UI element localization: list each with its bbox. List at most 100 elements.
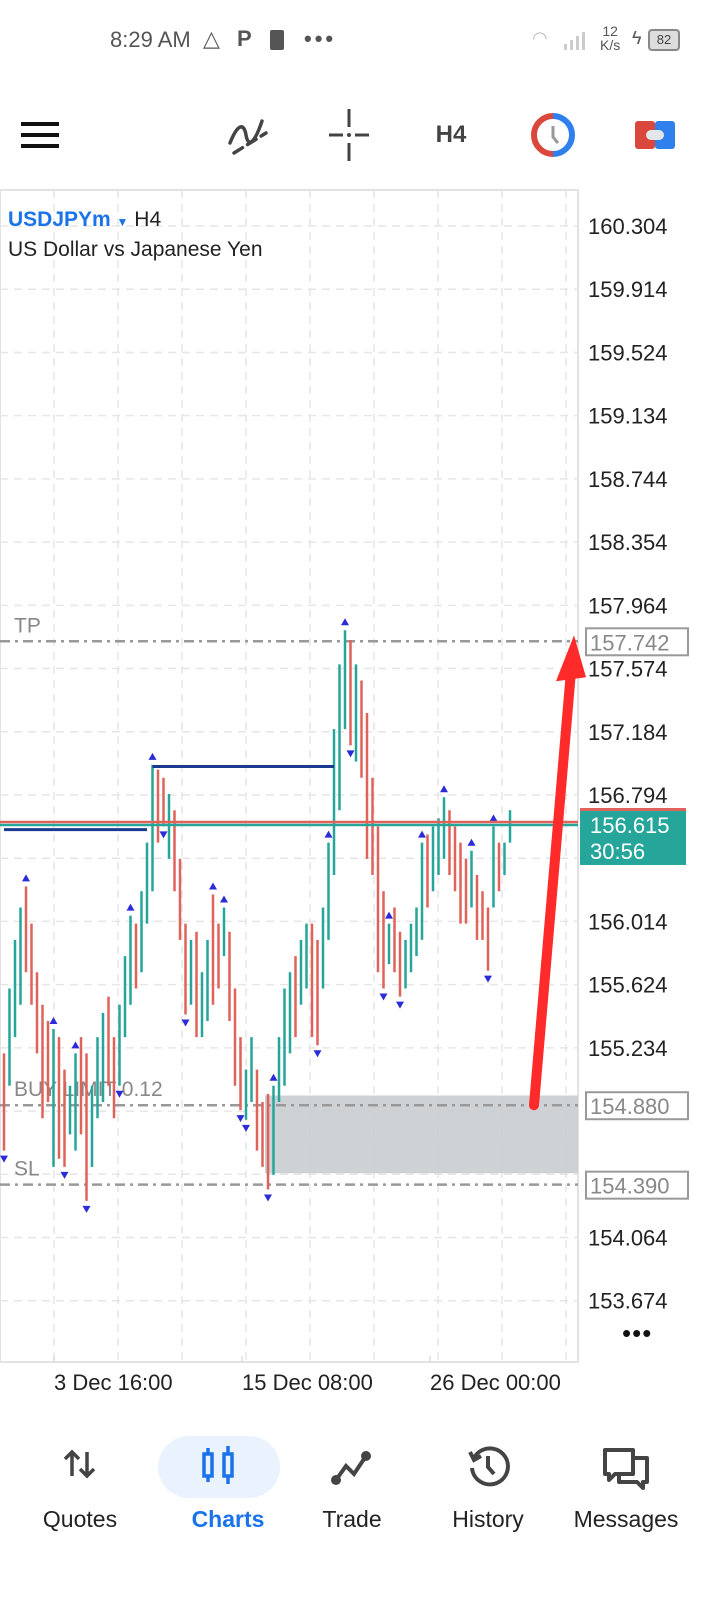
symbol-dropdown-icon[interactable]: ▼	[116, 215, 129, 229]
time-tick-label: 3 Dec 16:00	[54, 1370, 173, 1395]
symbol-name[interactable]: USDJPYm	[8, 208, 111, 231]
nav-messages[interactable]: Messages	[556, 1430, 696, 1550]
net-speed-value: 12	[602, 23, 618, 39]
level-price-order: 154.880	[590, 1094, 670, 1119]
charging-icon: ϟ	[632, 28, 642, 48]
nav-charts-label: Charts	[191, 1506, 265, 1532]
fractal-up-marker	[71, 1041, 80, 1049]
order-zone	[265, 1095, 578, 1174]
nav-history[interactable]: History	[418, 1430, 558, 1550]
ask-price-marker	[580, 807, 686, 812]
price-tick-label: 159.134	[588, 404, 668, 429]
price-tick-label: 157.964	[588, 593, 668, 618]
timeframe-button[interactable]: H4	[435, 121, 467, 148]
level-price-box-tp	[585, 627, 689, 657]
fractal-up-marker	[324, 830, 333, 838]
trade-toggle-icon	[635, 121, 675, 149]
fractal-down-marker	[313, 1050, 322, 1058]
price-tick-label: 158.354	[588, 530, 668, 555]
fractal-up-marker	[418, 830, 426, 838]
nav-messages-label: Messages	[573, 1506, 679, 1532]
price-tick-label: 160.304	[588, 214, 668, 239]
one-click-trading-button[interactable]	[634, 100, 676, 170]
parking-icon: P	[237, 26, 252, 51]
price-chart[interactable]: 160.304 159.914 159.524 159.134 158.744 158.3…	[0, 0, 720, 1420]
bar-countdown-label: 30:56	[590, 839, 645, 864]
annotation-arrow-head	[556, 635, 586, 682]
fractal-up-marker	[220, 895, 228, 903]
fractal-down-marker	[236, 1115, 245, 1123]
fractal-down-marker	[396, 1001, 404, 1009]
clock-icon	[531, 113, 575, 157]
price-tick-label: 155.234	[588, 1036, 668, 1061]
fractal-down-marker	[159, 831, 168, 839]
net-speed: 12 K/s	[600, 24, 620, 52]
fractal-up-marker	[49, 1017, 58, 1025]
wifi-icon: ◠	[532, 28, 548, 48]
crosshair-icon	[329, 109, 369, 161]
battery-alert-icon	[270, 30, 284, 50]
level-label-tp: TP	[14, 614, 41, 637]
clock-button[interactable]	[530, 100, 576, 170]
status-time: 8:29 AM	[110, 27, 191, 52]
more-notifications-icon: •••	[304, 26, 337, 51]
indicators-icon	[228, 119, 268, 155]
time-tick-label: 26 Dec 00:00	[430, 1370, 561, 1395]
price-tick-label: 157.184	[588, 720, 668, 745]
fractal-up-marker	[341, 618, 349, 626]
fractal-up-marker	[467, 838, 476, 846]
history-icon	[468, 1446, 510, 1487]
signal-icon	[564, 32, 585, 50]
nav-quotes-label: Quotes	[42, 1506, 118, 1532]
net-speed-unit: K/s	[600, 37, 621, 53]
fractal-up-marker	[126, 903, 135, 911]
menu-icon	[21, 122, 59, 148]
symbol-description: US Dollar vs Japanese Yen	[8, 238, 263, 261]
level-price-sl: 154.390	[590, 1174, 670, 1199]
fractal-up-marker	[385, 911, 393, 919]
current-price-label: 156.615	[590, 813, 670, 838]
fractal-down-marker	[264, 1194, 272, 1202]
price-tick-label: 157.574	[588, 657, 668, 682]
chart-more-button[interactable]: •••	[622, 1318, 653, 1348]
symbol-header: USDJPYm ▼ H4	[8, 208, 161, 232]
level-price-box-sl	[585, 1170, 689, 1200]
nav-charts[interactable]: Charts	[140, 1430, 280, 1550]
price-tick-label: 156.014	[588, 909, 668, 934]
fractal-down-marker	[0, 1155, 8, 1163]
bottom-navigation: Quotes Charts Trade History Messages	[0, 1430, 720, 1560]
crosshair-button[interactable]	[326, 100, 372, 170]
fractal-down-marker	[242, 1124, 250, 1132]
quotes-icon	[63, 1449, 96, 1479]
price-tick-label: 159.914	[588, 277, 668, 302]
nav-trade[interactable]: Trade	[282, 1430, 422, 1550]
price-tick-label: 154.064	[588, 1226, 668, 1251]
chart-toolbar: H4	[0, 100, 720, 170]
price-tick-label: 158.744	[588, 467, 668, 492]
fractal-down-marker	[379, 993, 388, 1001]
messages-icon	[603, 1448, 649, 1490]
charts-icon	[202, 1446, 234, 1484]
battery-level: 82	[648, 29, 680, 51]
fractal-down-marker	[181, 1019, 190, 1027]
menu-button[interactable]	[18, 100, 62, 170]
warning-triangle-icon: △	[203, 26, 220, 51]
status-bar: 8:29 AM △ P ••• ◠ 12 K/s ϟ 82	[0, 0, 720, 80]
indicators-button[interactable]	[222, 100, 274, 170]
fractal-up-marker	[440, 785, 448, 793]
nav-history-label: History	[452, 1506, 524, 1532]
time-tick-label: 15 Dec 08:00	[242, 1370, 373, 1395]
nav-quotes[interactable]: Quotes	[10, 1430, 150, 1550]
nav-trade-label: Trade	[322, 1506, 382, 1532]
price-tick-label: 156.794	[588, 783, 668, 808]
level-price-box-order	[585, 1091, 689, 1121]
symbol-timeframe: H4	[134, 208, 162, 231]
fractal-up-marker	[209, 882, 217, 890]
fractal-down-marker	[82, 1205, 91, 1213]
fractal-up-marker	[269, 1073, 278, 1081]
price-tick-label: 155.624	[588, 973, 668, 998]
current-price-badge	[580, 810, 686, 865]
level-label-order: BUY LIMIT 0.12	[14, 1078, 163, 1101]
level-label-sl: SL	[14, 1158, 40, 1181]
fractal-down-marker	[346, 750, 355, 758]
